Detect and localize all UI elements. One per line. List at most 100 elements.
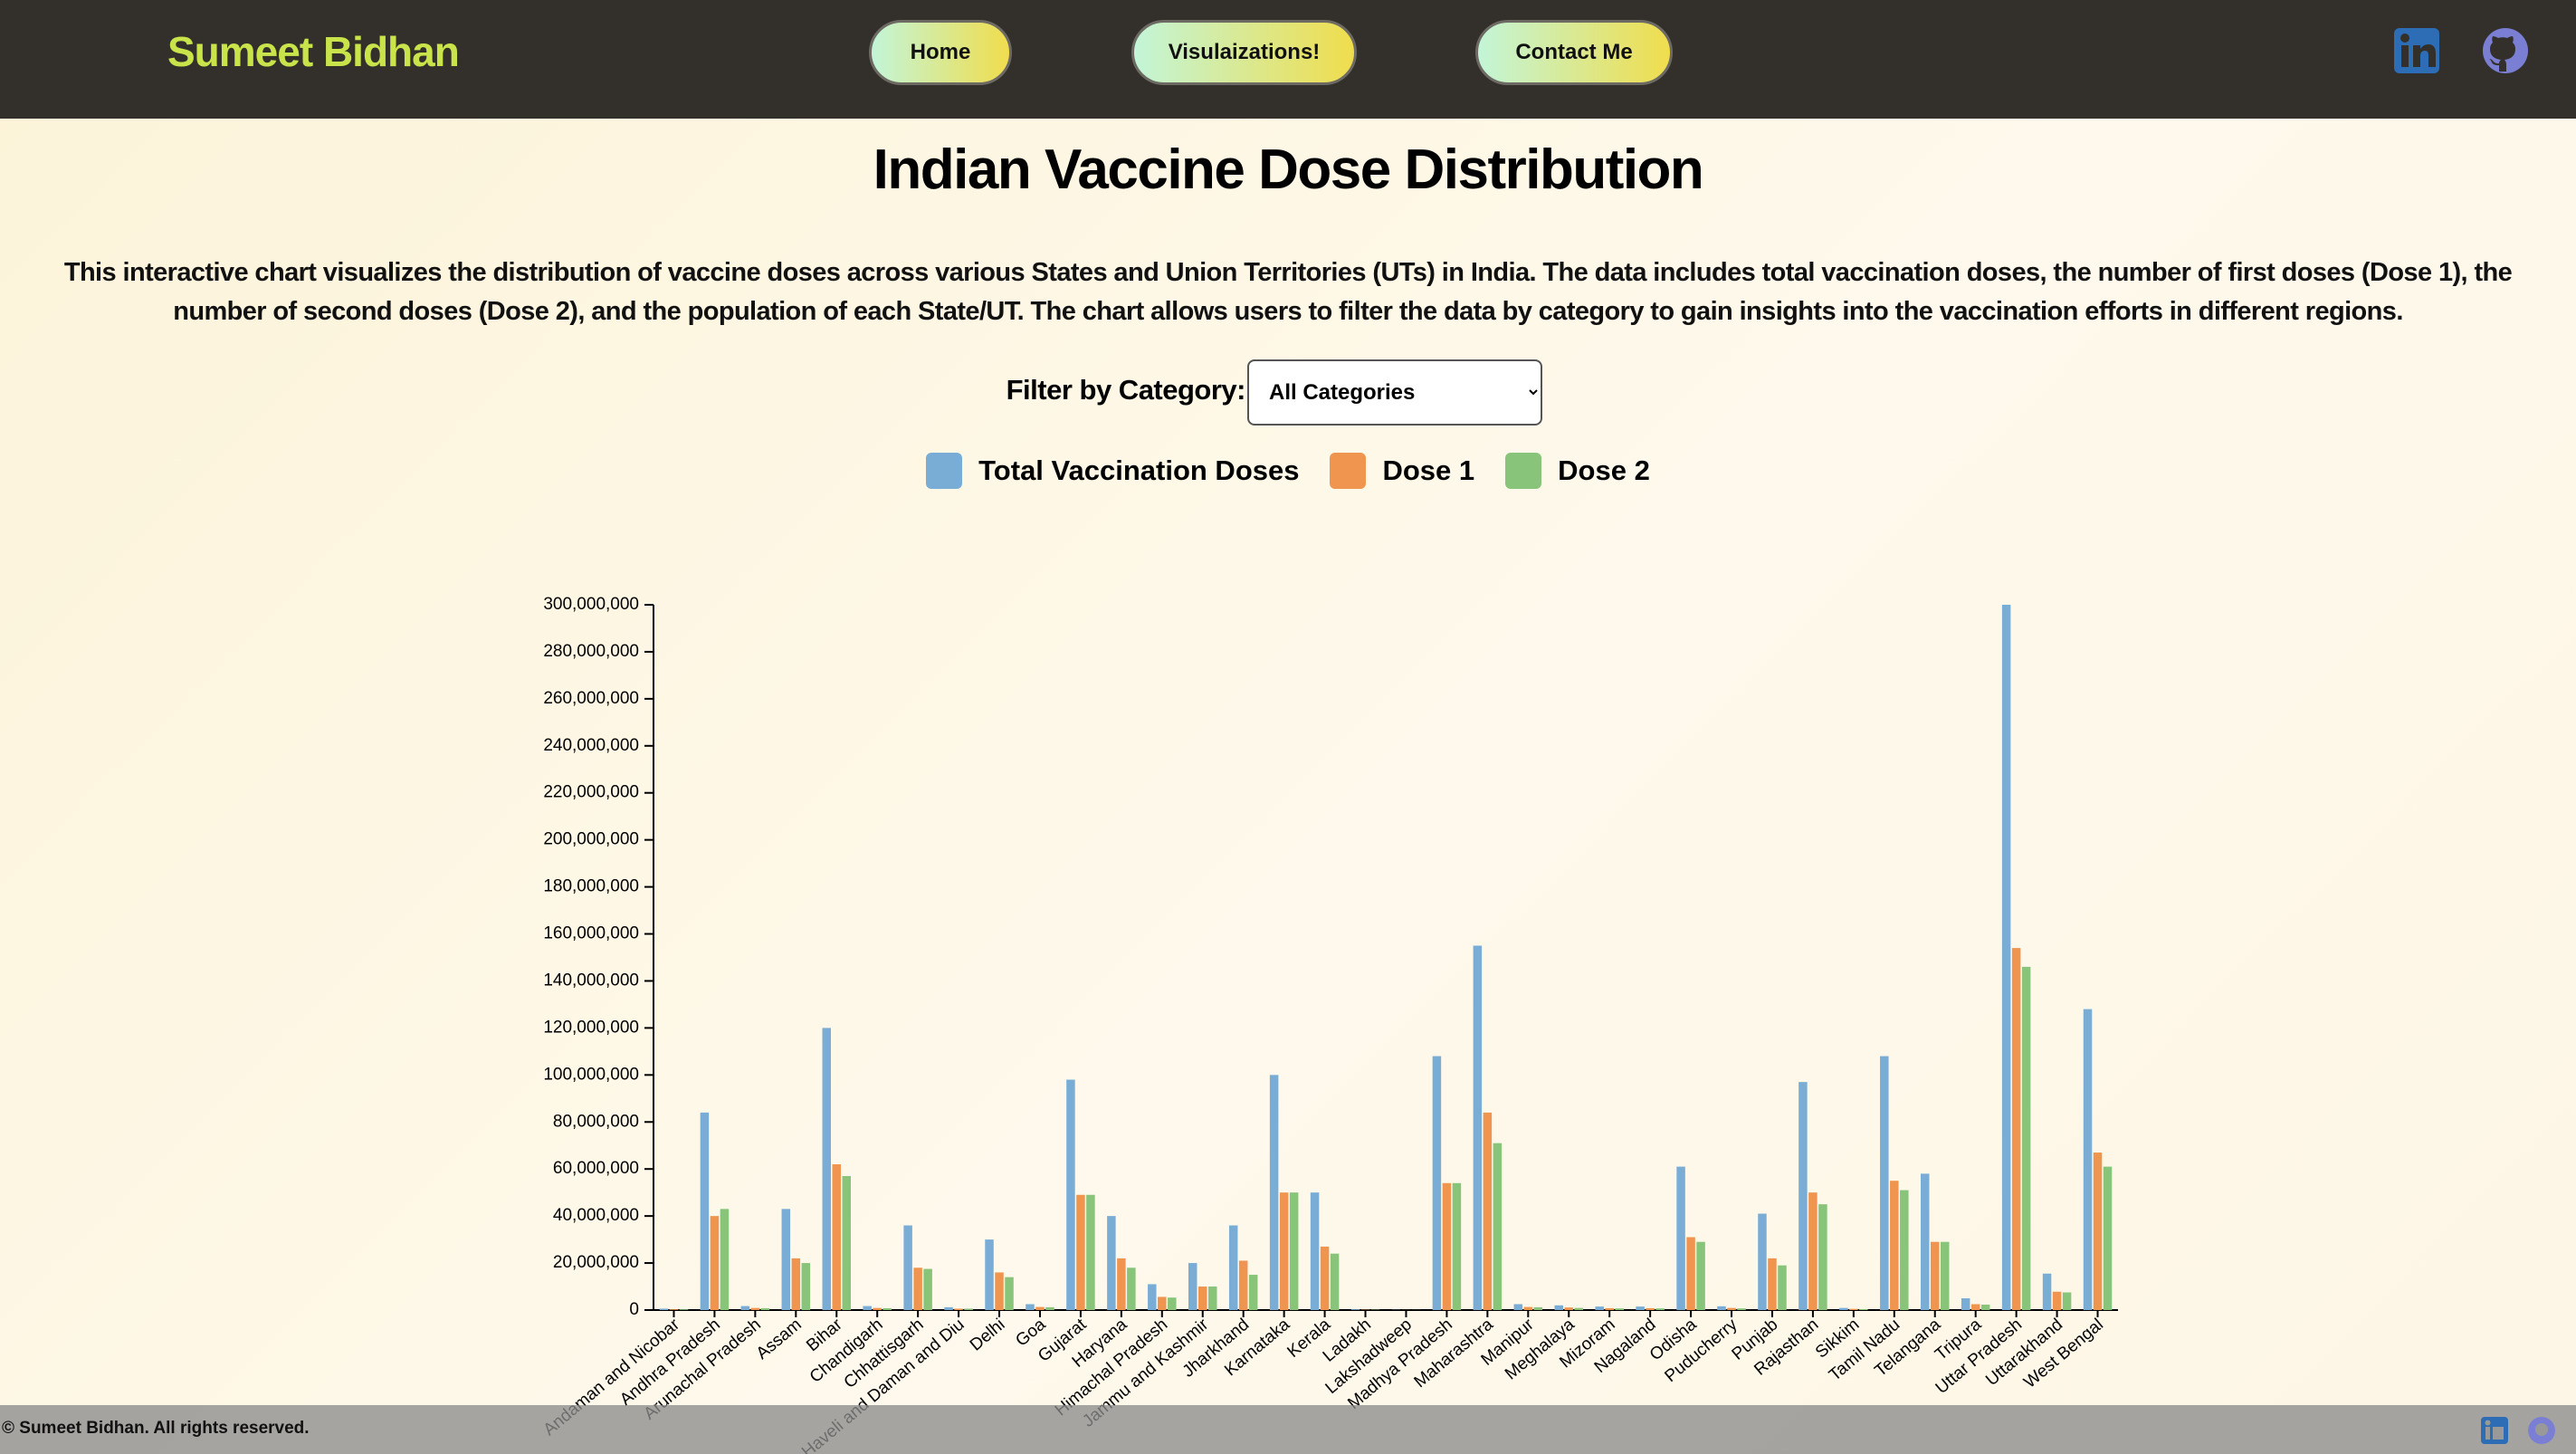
bar [1493,1143,1503,1310]
github-icon[interactable] [2527,1416,2556,1445]
bar [1605,1307,1614,1310]
bar [1798,1082,1808,1310]
bar [781,1209,791,1310]
bar [1655,1308,1665,1310]
y-tick-label: 120,000,000 [543,1018,639,1037]
bar [2103,1166,2113,1310]
legend-label: Total Vaccination Doses [978,454,1300,486]
nav-button[interactable]: Contact Me [1475,20,1673,85]
bar [1148,1284,1157,1310]
bar [1107,1216,1116,1310]
description: This interactive chart visualizes the di… [63,258,2513,326]
bar [1523,1306,1533,1310]
bar [954,1308,963,1310]
bar [1248,1275,1258,1310]
bar [985,1239,994,1310]
bar [1533,1306,1543,1310]
x-tick-label: Delhi [967,1315,1009,1355]
bar [1289,1192,1299,1310]
bar [913,1267,922,1310]
nav-button[interactable]: Visulaizations! [1131,20,1357,85]
y-tick-label: 60,000,000 [553,1159,639,1178]
bar [1686,1237,1695,1310]
y-tick-label: 100,000,000 [543,1065,639,1084]
bar [1808,1192,1818,1310]
y-tick-label: 220,000,000 [543,783,639,802]
bar [1269,1075,1279,1310]
linkedin-icon[interactable] [2480,1416,2509,1445]
bar [1900,1190,1909,1310]
brand[interactable]: Sumeet Bidhan [167,28,460,75]
bar [760,1307,770,1310]
bar [1839,1307,1848,1310]
legend-label: Dose 2 [1558,454,1650,486]
bar [1198,1287,1207,1310]
bar [1228,1225,1238,1310]
bar [1035,1306,1045,1310]
bar [1778,1265,1787,1310]
bar [720,1209,730,1310]
bar [1026,1304,1035,1310]
bar [700,1112,710,1310]
bar [679,1309,689,1310]
footer-text: © Sumeet Bidhan. All rights reserved. [2,1419,310,1438]
bar [1727,1307,1736,1310]
filter-label: Filter by Category: [1006,374,1246,406]
bar [2011,948,2021,1310]
y-tick-label: 0 [629,1300,639,1319]
legend-item[interactable]: Total Vaccination Doses [926,453,1299,489]
github-icon[interactable] [2482,27,2529,74]
bar [944,1306,953,1310]
bar [1238,1260,1248,1310]
bar [883,1307,892,1310]
bar [801,1263,811,1310]
legend-item[interactable]: Dose 2 [1505,453,1650,489]
bar [1330,1253,1340,1310]
bar [1005,1277,1014,1310]
legend-swatch [926,453,963,489]
bar [710,1216,720,1310]
bar [1737,1308,1746,1310]
bar [1970,1304,1980,1310]
navbar: Sumeet Bidhan Home Visulaizations! Conta… [0,0,2576,119]
bar [1818,1204,1827,1310]
legend-swatch [1505,453,1542,489]
bar [2083,1009,2093,1310]
bar [1859,1308,1868,1310]
bar [1768,1258,1777,1310]
bar [669,1309,679,1310]
bar [1849,1308,1858,1310]
footer: © Sumeet Bidhan. All rights reserved. [0,1405,2576,1454]
bar [822,1028,831,1310]
linkedin-icon[interactable] [2393,27,2440,74]
bar [2042,1273,2052,1310]
nav-button[interactable]: Home [869,20,1012,85]
bar [2001,605,2011,1310]
bar [1676,1166,1685,1310]
bar [1117,1258,1126,1310]
y-tick-label: 180,000,000 [543,877,639,896]
y-tick-label: 140,000,000 [543,971,639,990]
bar [1310,1192,1320,1310]
bar [740,1306,750,1310]
legend-label: Dose 1 [1382,454,1475,486]
category-select[interactable]: All Categories [1247,359,1542,426]
bar [1350,1309,1360,1310]
bar [1066,1079,1075,1310]
bar [1086,1194,1095,1310]
bar [1442,1182,1452,1310]
legend-item[interactable]: Dose 1 [1330,453,1474,489]
bar [1564,1307,1573,1310]
bar [1158,1296,1167,1310]
bar [1696,1241,1705,1310]
legend: Total Vaccination Doses Dose 1 Dose 2 [0,453,2576,489]
y-tick-label: 80,000,000 [553,1112,639,1131]
bar [842,1175,851,1310]
bar [1483,1112,1493,1310]
bar [1513,1304,1523,1310]
bar [1188,1263,1197,1310]
y-tick-label: 200,000,000 [543,830,639,849]
bar [1574,1307,1583,1310]
bar [1980,1305,1990,1310]
